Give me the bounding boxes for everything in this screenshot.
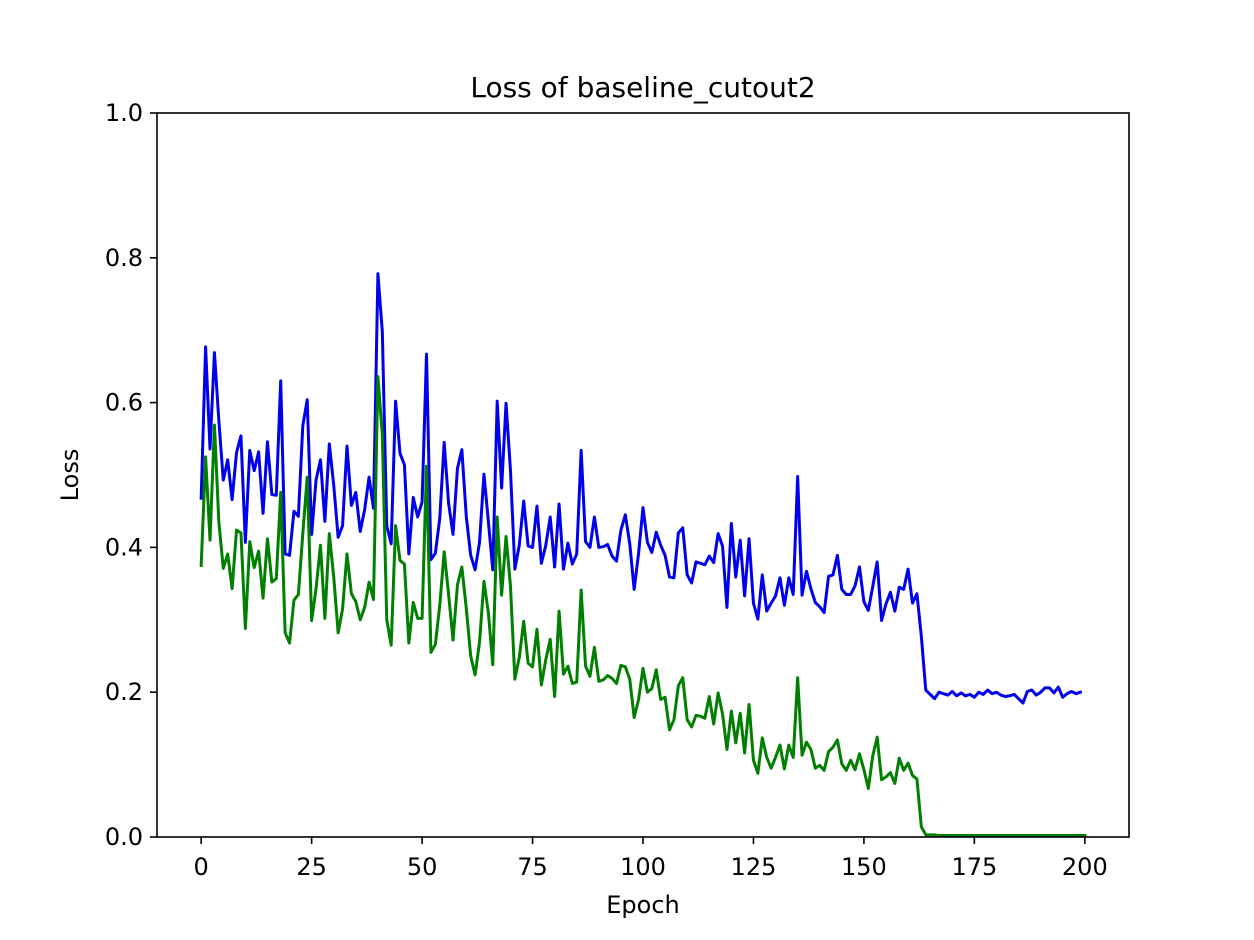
x-tick-label: 0: [194, 853, 209, 881]
y-tick-label: 1.0: [105, 99, 143, 127]
y-tick-label: 0.4: [105, 533, 143, 561]
x-axis-label: Epoch: [606, 891, 680, 919]
x-axis-ticks: 0 25 50 75 100 125 150 175 200: [194, 837, 1108, 881]
series-line-1: [199, 272, 1083, 705]
series-layer: [199, 272, 1087, 838]
y-tick-label: 0.8: [105, 244, 143, 272]
chart-title: Loss of baseline_cutout2: [470, 71, 815, 104]
x-tick-label: 200: [1062, 853, 1108, 881]
y-tick-label: 0.6: [105, 389, 143, 417]
x-tick-label: 125: [731, 853, 777, 881]
y-axis-label: Loss: [56, 449, 84, 502]
y-tick-label: 0.2: [105, 678, 143, 706]
x-tick-label: 75: [517, 853, 548, 881]
y-axis-ticks: 0.0 0.2 0.4 0.6 0.8 1.0: [105, 99, 157, 851]
x-tick-label: 25: [296, 853, 327, 881]
x-tick-label: 150: [841, 853, 887, 881]
y-tick-label: 0.0: [105, 823, 143, 851]
x-tick-label: 50: [407, 853, 438, 881]
x-tick-label: 175: [951, 853, 997, 881]
x-tick-label: 100: [620, 853, 666, 881]
series-line-2: [199, 375, 1087, 838]
